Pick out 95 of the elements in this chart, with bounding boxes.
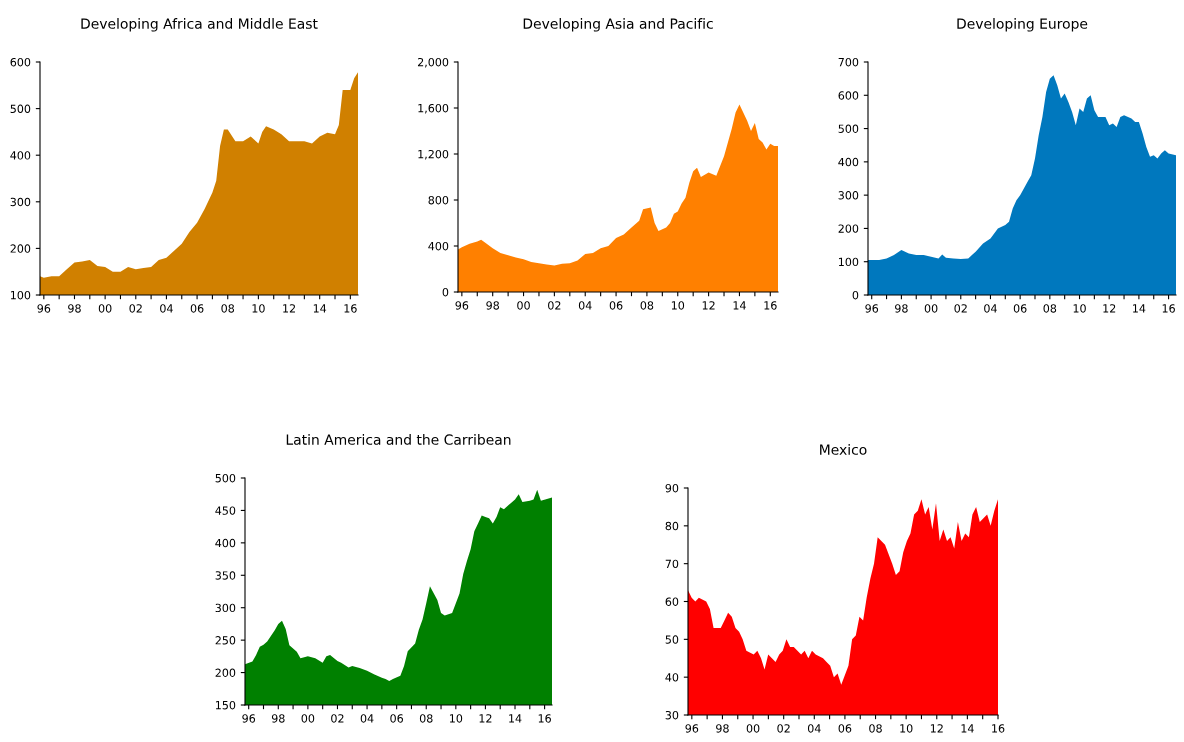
x-tick-label: 16 (764, 301, 777, 310)
x-tick-label: 12 (479, 714, 492, 723)
y-tick-label: 300 (838, 191, 859, 200)
x-tick-label: 96 (685, 724, 699, 733)
x-tick-label: 12 (930, 724, 943, 733)
y-tick-label: 1,600 (418, 103, 449, 114)
y-tick-label: 400 (10, 151, 31, 160)
x-tick-label: 00 (746, 724, 760, 733)
y-tick-label: 100 (10, 290, 31, 300)
y-tick-label: 1,200 (418, 149, 449, 160)
x-tick-label: 14 (733, 301, 746, 310)
x-tick-label: 04 (984, 304, 997, 313)
y-tick-label: 250 (215, 636, 236, 645)
chart-title: Developing Asia and Pacific (523, 18, 713, 32)
y-tick-label: 30 (665, 710, 679, 720)
x-tick-label: 10 (252, 304, 265, 313)
y-tick-label: 200 (215, 668, 236, 677)
x-tick-label: 14 (1133, 304, 1146, 313)
y-tick-label: 80 (665, 521, 679, 531)
x-tick-label: 08 (221, 304, 235, 313)
y-tick-label: 0 (852, 290, 859, 300)
x-tick-label: 98 (68, 304, 81, 313)
y-tick-label: 300 (215, 603, 236, 613)
x-tick-label: 00 (98, 304, 112, 313)
y-tick-label: 400 (428, 241, 449, 251)
x-tick-label: 06 (1013, 304, 1027, 313)
x-tick-label: 02 (548, 301, 561, 310)
x-tick-label: 02 (129, 304, 142, 313)
x-tick-label: 02 (954, 304, 967, 313)
x-tick-label: 16 (344, 304, 357, 313)
y-tick-label: 200 (10, 244, 31, 253)
y-tick-label: 800 (428, 195, 449, 205)
x-tick-label: 04 (360, 714, 374, 723)
y-tick-label: 450 (215, 506, 236, 515)
x-tick-label: 10 (1073, 304, 1086, 313)
x-tick-label: 98 (271, 714, 285, 723)
x-tick-label: 96 (242, 714, 256, 723)
x-tick-label: 12 (702, 301, 715, 310)
chart-title: Developing Europe (957, 18, 1088, 32)
y-tick-label: 50 (665, 635, 679, 644)
x-tick-label: 12 (283, 304, 295, 313)
x-tick-label: 14 (313, 304, 327, 313)
x-tick-label: 08 (1043, 304, 1057, 313)
chart-title: Mexico (820, 444, 867, 455)
y-tick-label: 400 (838, 157, 859, 167)
chart-title: Latin America and the Carribean (286, 434, 511, 445)
x-tick-label: 10 (449, 714, 463, 723)
x-tick-label: 08 (640, 301, 654, 310)
x-tick-label: 16 (1162, 304, 1175, 313)
x-tick-label: 12 (1103, 304, 1116, 313)
x-tick-label: 02 (777, 724, 790, 733)
x-tick-label: 06 (190, 304, 204, 313)
x-tick-label: 96 (865, 304, 879, 313)
y-tick-label: 70 (665, 559, 679, 569)
y-tick-label: 500 (838, 124, 859, 133)
x-tick-label: 02 (331, 714, 344, 723)
x-tick-label: 16 (992, 724, 1005, 733)
y-tick-label: 0 (442, 287, 449, 297)
y-tick-label: 500 (215, 473, 236, 483)
y-tick-label: 600 (10, 57, 31, 67)
x-tick-label: 08 (869, 724, 882, 733)
x-tick-label: 10 (671, 301, 685, 310)
y-tick-label: 350 (215, 571, 236, 580)
x-tick-label: 00 (301, 714, 315, 723)
x-tick-label: 14 (509, 714, 522, 723)
y-tick-label: 2,000 (417, 57, 449, 68)
x-tick-label: 06 (390, 714, 404, 723)
y-tick-label: 200 (838, 224, 859, 233)
x-tick-label: 96 (455, 301, 469, 310)
x-tick-label: 00 (517, 301, 530, 310)
x-tick-label: 98 (486, 301, 500, 310)
x-tick-label: 06 (838, 724, 852, 733)
y-tick-label: 40 (665, 673, 679, 682)
chart-title: Developing Africa and Middle East (81, 18, 318, 32)
x-tick-label: 16 (538, 714, 551, 723)
x-tick-label: 98 (716, 724, 729, 733)
y-tick-label: 60 (665, 597, 679, 606)
y-tick-label: 150 (215, 700, 236, 710)
y-tick-label: 300 (10, 197, 31, 207)
x-tick-label: 04 (578, 301, 592, 310)
x-tick-label: 08 (419, 714, 433, 723)
y-tick-label: 400 (215, 538, 236, 548)
y-tick-label: 500 (10, 104, 31, 113)
x-tick-label: 98 (895, 304, 908, 313)
x-tick-label: 14 (961, 724, 974, 733)
x-tick-label: 04 (160, 304, 173, 313)
x-tick-label: 96 (37, 304, 51, 313)
y-tick-label: 100 (838, 257, 859, 267)
y-tick-label: 700 (838, 57, 859, 67)
y-tick-label: 90 (665, 483, 679, 493)
x-tick-label: 06 (609, 301, 623, 310)
x-tick-label: 10 (900, 724, 913, 733)
x-tick-label: 00 (924, 304, 938, 313)
x-tick-label: 04 (807, 724, 821, 733)
y-tick-label: 600 (838, 91, 859, 100)
